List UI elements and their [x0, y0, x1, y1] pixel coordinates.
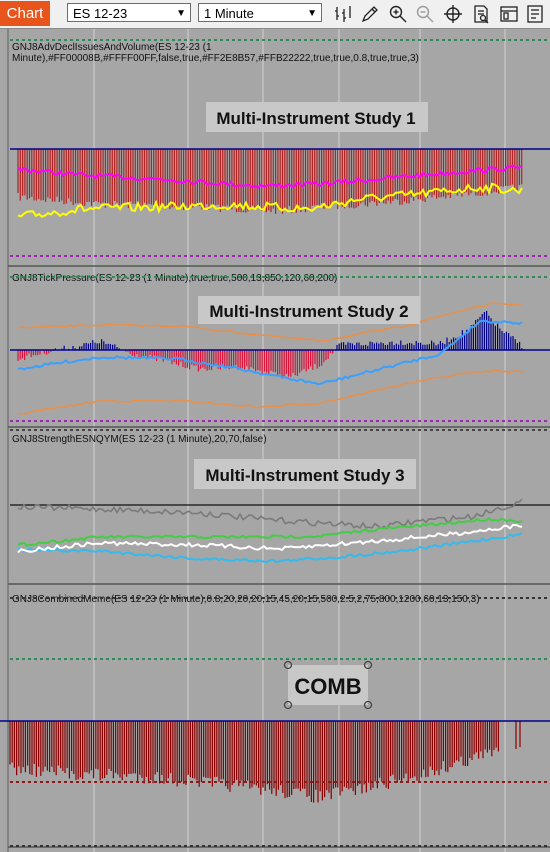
dark-red-histogram [9, 721, 521, 803]
green-line [17, 516, 523, 547]
orange-upper-band [17, 302, 523, 343]
indicator-label-2: GNJ8TickPressure(ES 12-23 (1 Minute),tru… [12, 273, 337, 284]
magenta-line [17, 164, 523, 189]
resize-handle-top-right[interactable] [363, 660, 373, 670]
white-line [17, 523, 523, 554]
study-title-2: Multi-Instrument Study 2 [209, 302, 408, 321]
chevron-down-icon: ▼ [307, 8, 317, 19]
study-title-3: Multi-Instrument Study 3 [205, 466, 404, 485]
resize-handle-bottom-right[interactable] [363, 700, 373, 710]
study-title-box-3 [194, 459, 416, 489]
properties-icon[interactable] [498, 3, 520, 25]
interval-value: 1 Minute [204, 6, 254, 21]
resize-handle-bottom-left[interactable] [283, 700, 293, 710]
comb-label-box[interactable] [288, 665, 368, 705]
chart-area[interactable]: GNJ8AdvDeclIssuesAndVolume(ES 12-23 (1 M… [0, 29, 550, 852]
gray-line [17, 498, 523, 530]
orange-lower-band [17, 369, 523, 415]
interval-selector[interactable]: 1 Minute ▼ [198, 3, 322, 22]
comb-label: COMB [294, 674, 361, 699]
indicator-label-4: GNJ8CombinedMeme(ES 12-23 (1 Minute),0.8… [12, 594, 480, 605]
panel-4: GNJ8CombinedMeme(ES 12-23 (1 Minute),0.8… [0, 594, 550, 803]
chart-tab[interactable]: Chart [0, 1, 50, 26]
indicator-label-1: GNJ8AdvDeclIssuesAndVolume(ES 12-23 (1 [12, 42, 212, 53]
strategy-icon[interactable] [524, 3, 546, 25]
toolbar: Chart ES 12-23 ▼ 1 Minute ▼ [0, 0, 550, 29]
indicator-label-3: GNJ8StrengthESNQYM(ES 12-23 (1 Minute),2… [12, 434, 267, 445]
indicator-label-1-cont: Minute),#FF00008B,#FFFF00FF,false,true,#… [12, 53, 419, 64]
yellow-line [17, 182, 523, 218]
chevron-down-icon: ▼ [176, 8, 186, 19]
bar-type-icon[interactable] [332, 3, 354, 25]
cyan-line [17, 531, 523, 564]
resize-handle-top-left[interactable] [283, 660, 293, 670]
study-title-1: Multi-Instrument Study 1 [216, 109, 415, 128]
study-title-box-2 [198, 296, 420, 324]
instrument-selector[interactable]: ES 12-23 ▼ [67, 3, 191, 22]
zoom-out-icon[interactable] [414, 3, 436, 25]
instrument-value: ES 12-23 [73, 6, 128, 21]
crosshair-icon[interactable] [442, 3, 464, 25]
blue-line [17, 319, 523, 386]
data-box-icon[interactable] [470, 3, 492, 25]
level-lines [10, 39, 550, 847]
zoom-in-icon[interactable] [387, 3, 409, 25]
panel-3: GNJ8StrengthESNQYM(ES 12-23 (1 Minute),2… [10, 434, 550, 564]
panel-1: GNJ8AdvDeclIssuesAndVolume(ES 12-23 (1 M… [10, 42, 550, 218]
pencil-icon[interactable] [359, 3, 381, 25]
study-title-box-1 [206, 102, 428, 132]
panel-2: GNJ8TickPressure(ES 12-23 (1 Minute),tru… [10, 273, 550, 415]
